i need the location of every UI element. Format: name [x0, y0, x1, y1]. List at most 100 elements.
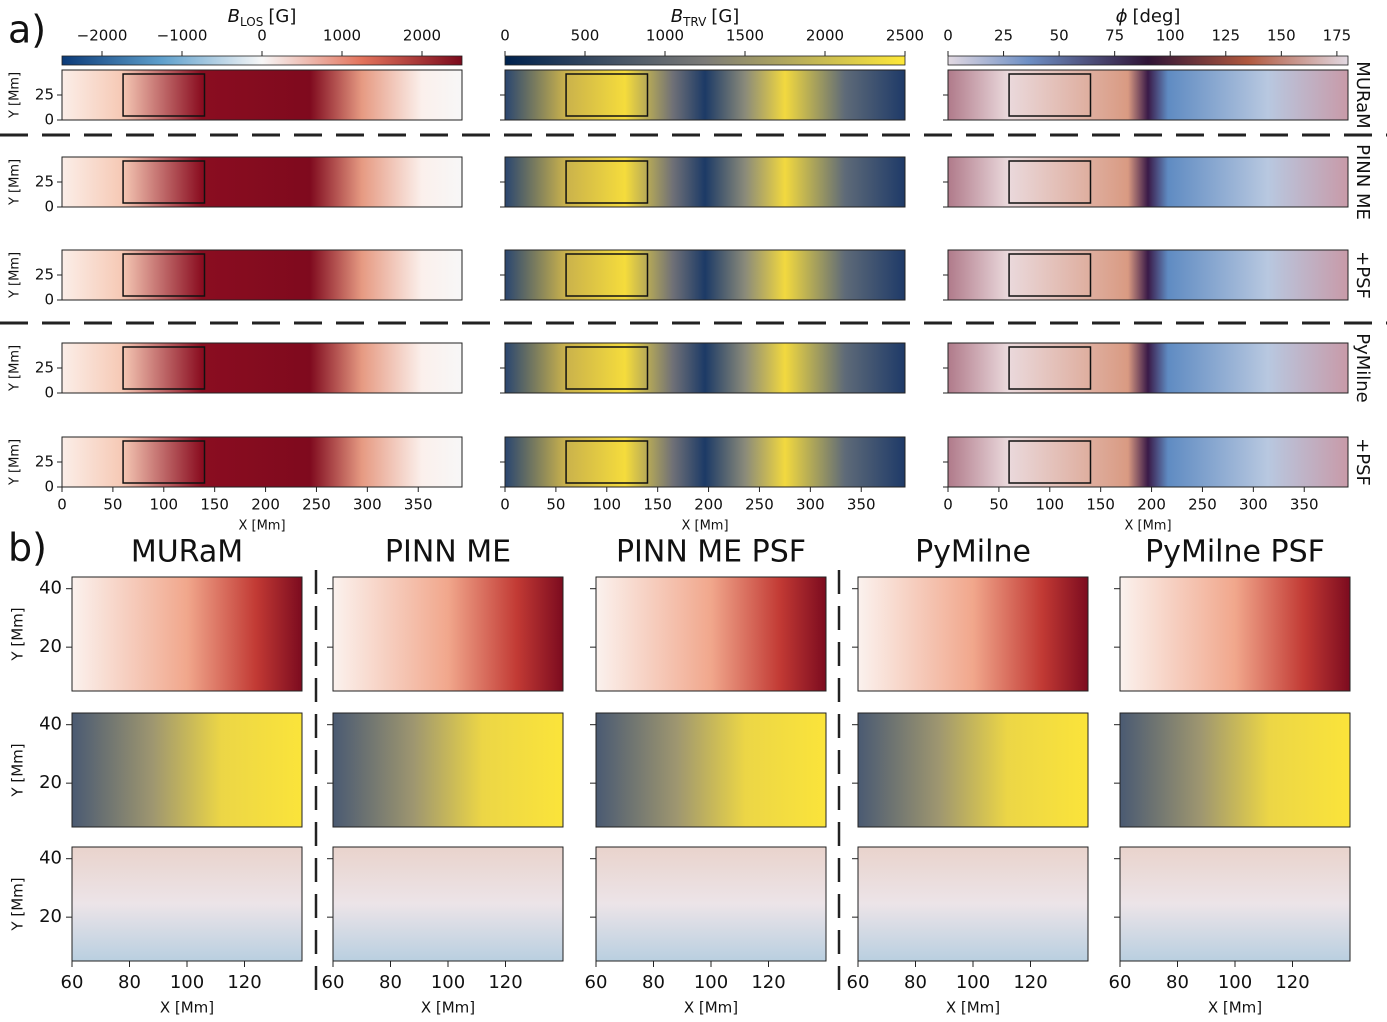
x-axis-label: X [Mm] [1124, 519, 1171, 534]
colorbar [504, 55, 906, 66]
colorbar-title: ϕ [deg] [1116, 6, 1181, 27]
colorbar-tick-label: 1000 [646, 27, 684, 45]
x-tick-label: 100 [1035, 496, 1064, 514]
column-title: PyMilne PSF [1145, 535, 1325, 570]
colorbar-tick-label: 0 [500, 27, 510, 45]
x-tick-label: 120 [751, 972, 785, 993]
colorbar-tick-label: 125 [1211, 27, 1240, 45]
colorbar-tick-label: 175 [1323, 27, 1352, 45]
x-tick-label: 150 [643, 496, 672, 514]
column-title: PINN ME [385, 535, 511, 570]
x-tick-label: 50 [103, 496, 122, 514]
panel-label: b) [8, 526, 47, 570]
x-tick-label: 300 [353, 496, 382, 514]
zoom-box [1008, 253, 1092, 297]
map-image [947, 249, 1349, 301]
map-image [61, 69, 463, 121]
x-tick-label: 250 [1188, 496, 1217, 514]
x-tick-label: 80 [642, 972, 665, 993]
zoom-image [332, 846, 564, 962]
x-tick-label: 100 [149, 496, 178, 514]
x-tick-label: 80 [379, 972, 402, 993]
colorbar-tick-label: 25 [994, 27, 1013, 45]
x-axis-label: X [Mm] [238, 519, 285, 534]
x-tick-label: 200 [251, 496, 280, 514]
row-label: MURaM [1352, 61, 1373, 128]
y-tick-label: 40 [39, 714, 62, 735]
x-tick-label: 0 [500, 496, 510, 514]
y-tick-label: 0 [44, 384, 54, 402]
zoom-image [71, 712, 303, 828]
y-tick-label: 25 [35, 453, 54, 471]
zoom-image [595, 846, 827, 962]
x-tick-label: 250 [302, 496, 331, 514]
x-axis-label: X [Mm] [684, 999, 738, 1017]
panel-label: a) [8, 8, 46, 52]
zoom-box [565, 440, 649, 484]
zoom-box [565, 346, 649, 390]
x-tick-label: 350 [1290, 496, 1319, 514]
map-image [504, 436, 906, 488]
x-tick-label: 100 [592, 496, 621, 514]
zoom-box [122, 440, 206, 484]
zoom-box [122, 253, 206, 297]
y-axis-label: Y [Mm] [8, 345, 23, 392]
colorbar-tick-label: 50 [1050, 27, 1069, 45]
row-label: PINN ME [1352, 144, 1373, 220]
x-tick-label: 100 [956, 972, 990, 993]
colorbar-tick-label: −2000 [77, 27, 128, 45]
zoom-box [1008, 73, 1092, 117]
colorbar-tick-label: 0 [943, 27, 953, 45]
colorbar-tick-label: 2000 [806, 27, 844, 45]
x-tick-label: 150 [1086, 496, 1115, 514]
zoom-image [1119, 846, 1351, 962]
y-tick-label: 25 [35, 86, 54, 104]
zoom-box [1008, 440, 1092, 484]
colorbar-tick-label: 150 [1267, 27, 1296, 45]
x-tick-label: 300 [796, 496, 825, 514]
row-label: +PSF [1352, 438, 1373, 486]
y-tick-label: 40 [39, 578, 62, 599]
y-tick-label: 20 [39, 636, 62, 657]
x-tick-label: 0 [943, 496, 953, 514]
y-axis-label: Y [Mm] [8, 72, 23, 119]
map-image [61, 156, 463, 208]
x-tick-label: 80 [1166, 972, 1189, 993]
colorbar-tick-label: 2000 [403, 27, 441, 45]
x-tick-label: 80 [118, 972, 141, 993]
colorbar-title: BLOS [G] [228, 6, 297, 29]
map-image [504, 69, 906, 121]
map-image [947, 436, 1349, 488]
column-title: PINN ME PSF [616, 535, 806, 570]
x-axis-label: X [Mm] [421, 999, 475, 1017]
colorbar-tick-label: 500 [571, 27, 600, 45]
x-tick-label: 100 [431, 972, 465, 993]
y-axis-label: Y [Mm] [9, 607, 27, 661]
x-tick-label: 100 [1218, 972, 1252, 993]
zoom-box [565, 253, 649, 297]
x-axis-label: X [Mm] [160, 999, 214, 1017]
y-tick-label: 40 [39, 848, 62, 869]
zoom-box [122, 160, 206, 204]
colorbar-subscript: LOS [240, 15, 263, 29]
y-tick-label: 0 [44, 478, 54, 496]
colorbar-tick-label: 1000 [323, 27, 361, 45]
map-image [504, 249, 906, 301]
row-label: +PSF [1352, 251, 1373, 299]
x-tick-label: 120 [1013, 972, 1047, 993]
colorbar-unit: [G] [268, 6, 296, 27]
zoom-image [857, 846, 1089, 962]
x-axis-label: X [Mm] [681, 519, 728, 534]
y-tick-label: 20 [39, 772, 62, 793]
x-tick-label: 60 [322, 972, 345, 993]
colorbar-unit: [deg] [1132, 6, 1180, 27]
y-axis-label: Y [Mm] [9, 743, 27, 797]
x-axis-label: X [Mm] [946, 999, 1000, 1017]
zoom-image [595, 576, 827, 692]
map-image [61, 249, 463, 301]
colorbar-tick-label: 1500 [726, 27, 764, 45]
colorbar-tick-label: −1000 [157, 27, 208, 45]
x-tick-label: 100 [170, 972, 204, 993]
colorbar-tick-label: 100 [1156, 27, 1185, 45]
